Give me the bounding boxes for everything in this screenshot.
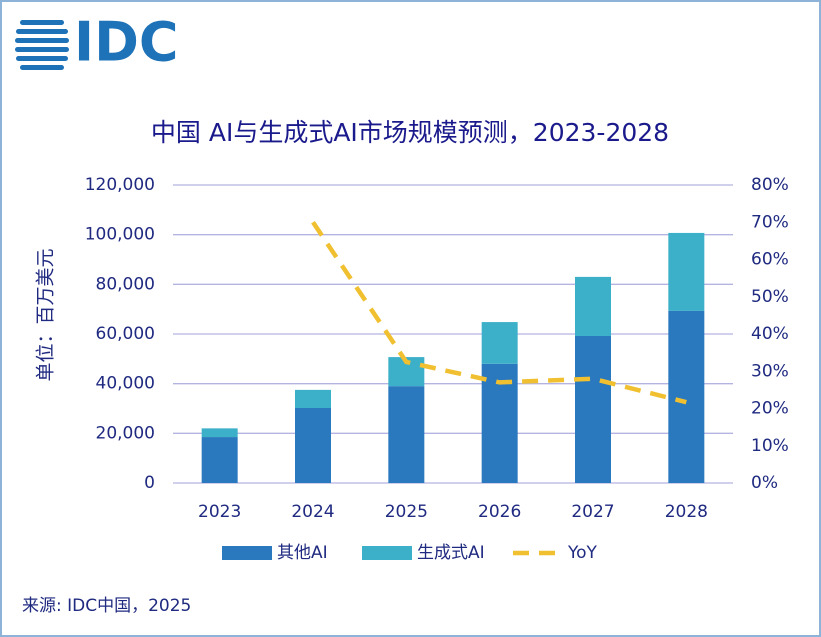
source: 来源: IDC中国，2025	[22, 596, 191, 616]
y2-tick-label: 60%	[751, 250, 789, 270]
bar	[668, 310, 705, 483]
y-tick-label: 20,000	[96, 423, 155, 443]
legend-label: 其他AI	[277, 543, 328, 563]
bar	[388, 386, 425, 483]
y2-tick-label: 80%	[751, 175, 789, 195]
x-tick-label: 2023	[198, 502, 241, 522]
y-tick-label: 60,000	[96, 324, 155, 344]
y2-tick-label: 20%	[751, 399, 789, 419]
y-tick-label: 0	[144, 473, 155, 493]
y-axis-label: 单位：百万美元	[35, 248, 57, 381]
bar	[295, 389, 331, 409]
logo-mark	[15, 20, 69, 70]
bar	[201, 428, 238, 438]
legend-label: YoY	[567, 543, 598, 563]
y2-tick-label: 70%	[751, 212, 789, 232]
y-tick-label: 80,000	[96, 274, 155, 294]
y-tick-label: 40,000	[96, 374, 155, 394]
bar	[575, 276, 611, 336]
bar	[668, 232, 705, 311]
legend-swatch	[222, 546, 272, 560]
logo: IDC	[74, 11, 179, 74]
legend-label: 生成式AI	[417, 543, 485, 563]
y2-tick-label: 10%	[751, 436, 789, 456]
legend-swatch	[362, 546, 412, 560]
y2-tick-label: 50%	[751, 287, 789, 307]
y2-tick-label: 0%	[751, 473, 778, 493]
y2-tick-label: 30%	[751, 361, 789, 381]
y-tick-label: 100,000	[85, 225, 155, 245]
yoy-line	[311, 220, 687, 405]
bar	[575, 335, 611, 483]
x-tick-label: 2025	[385, 502, 428, 522]
y2-tick-label: 40%	[751, 324, 789, 344]
x-tick-label: 2026	[478, 502, 521, 522]
bar	[295, 408, 331, 483]
bar	[201, 437, 238, 483]
chart-title: 中国 AI与生成式AI市场规模预测，2023-2028	[151, 118, 669, 147]
x-tick-label: 2027	[571, 502, 614, 522]
x-tick-label: 2024	[291, 502, 334, 522]
bar	[481, 322, 518, 364]
y-tick-label: 120,000	[85, 175, 155, 195]
x-tick-label: 2028	[665, 502, 708, 522]
